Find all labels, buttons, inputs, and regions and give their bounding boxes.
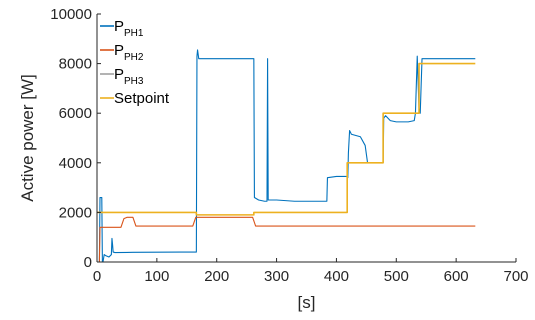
- y-tick-label: 2000: [59, 204, 92, 221]
- y-axis-title: Active power [W]: [18, 74, 37, 202]
- axes: 0 100 200 300 400 500 600 700 0 2000 4000 6000 8000 1…: [50, 6, 528, 285]
- legend-entry-label: Setpoint: [114, 90, 170, 107]
- y-tick-label: 8000: [59, 56, 92, 73]
- legend-main-text: Setpoint: [114, 90, 170, 107]
- legend-entry-label: PPH1: [114, 18, 144, 39]
- y-tick-label: 6000: [59, 105, 92, 122]
- series-line-setpoint: [97, 62, 476, 216]
- legend-sub-text: PH1: [124, 28, 144, 39]
- legend-main-text: P: [114, 18, 124, 35]
- x-tick-label: 600: [444, 268, 469, 285]
- x-tick-label: 700: [503, 268, 528, 285]
- legend-entry-label: PPH2: [114, 42, 144, 63]
- legend-sub-text: PH3: [124, 76, 144, 87]
- x-axis-title: [s]: [298, 293, 316, 312]
- plot-lines: [97, 49, 476, 263]
- legend-sub-text: PH2: [124, 52, 144, 63]
- legend-main-text: P: [114, 42, 124, 59]
- x-tick-label: 500: [384, 268, 409, 285]
- x-tick-label: 0: [93, 268, 101, 285]
- y-tick-label: 0: [84, 254, 92, 271]
- x-tick-label: 400: [324, 268, 349, 285]
- legend-main-text: P: [114, 66, 124, 83]
- series-line-p-ph1: [97, 49, 476, 263]
- x-tick-label: 100: [144, 268, 169, 285]
- y-tick-label: 10000: [50, 6, 92, 23]
- x-tick-label: 200: [204, 268, 229, 285]
- x-tick-label: 300: [264, 268, 289, 285]
- series-line-p-ph2: [97, 216, 476, 263]
- legend-entry-label: PPH3: [114, 66, 144, 87]
- y-tick-label: 4000: [59, 155, 92, 172]
